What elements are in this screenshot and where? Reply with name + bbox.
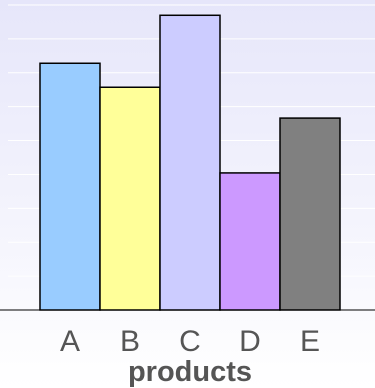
x-tick-label: D (239, 325, 261, 358)
x-tick-label: A (60, 325, 80, 358)
x-tick-label: E (300, 325, 320, 358)
x-tick-labels: A B C D E (60, 325, 320, 358)
bar-D (219, 172, 281, 311)
x-tick-label: B (120, 325, 140, 358)
bars (39, 14, 341, 311)
bar-E (279, 117, 341, 311)
bar-A (39, 62, 101, 311)
bar-B (99, 86, 161, 311)
x-tick-label: C (179, 325, 201, 358)
bar-C (159, 14, 221, 311)
x-axis-title: products (128, 356, 252, 388)
